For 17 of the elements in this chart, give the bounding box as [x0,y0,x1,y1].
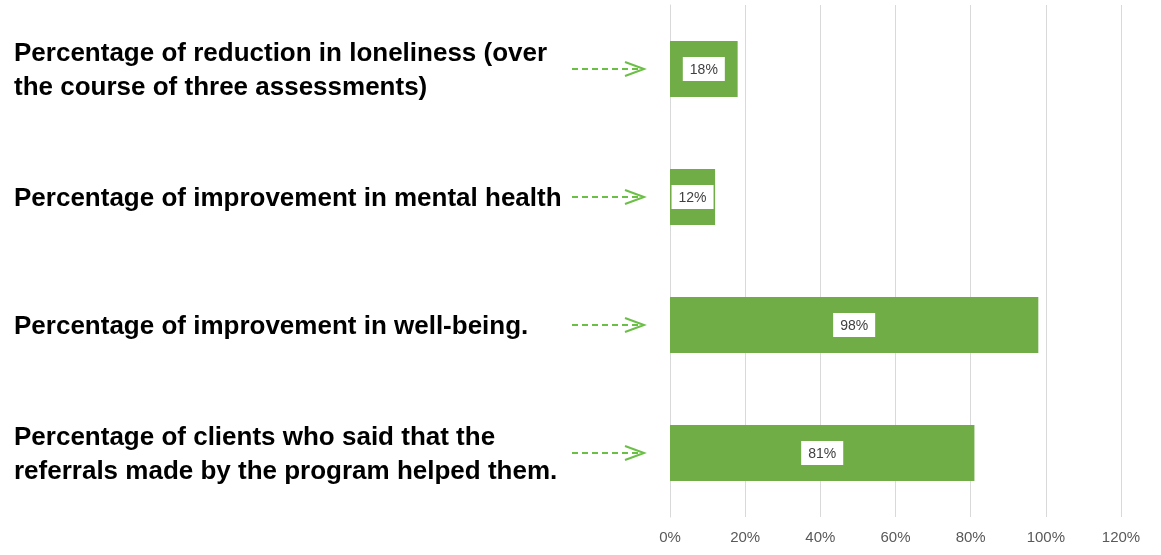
data-label: 18% [689,61,718,77]
y-tick-label: Percentage of clients who said that the referrals made by the program helped them. [14,421,558,485]
data-label: 12% [678,189,707,205]
x-tick-label: 100% [1026,528,1066,545]
y-tick-label: Percentage of reduction in loneliness (over the course of three assessments) [14,37,555,101]
x-tick-label: 60% [880,528,911,545]
y-tick-label: Percentage of improvement in mental health [14,182,562,212]
x-tick-label: 20% [730,528,761,545]
x-tick-label: 80% [955,528,986,545]
x-tick-label: 0% [659,528,681,545]
x-tick-label: 40% [805,528,836,545]
bar [670,297,1039,353]
data-label: 81% [808,445,837,461]
y-tick-label: Percentage of improvement in well-being. [14,310,529,340]
x-tick-label: 120% [1101,528,1141,545]
bar [670,425,975,481]
data-label: 98% [840,317,869,333]
